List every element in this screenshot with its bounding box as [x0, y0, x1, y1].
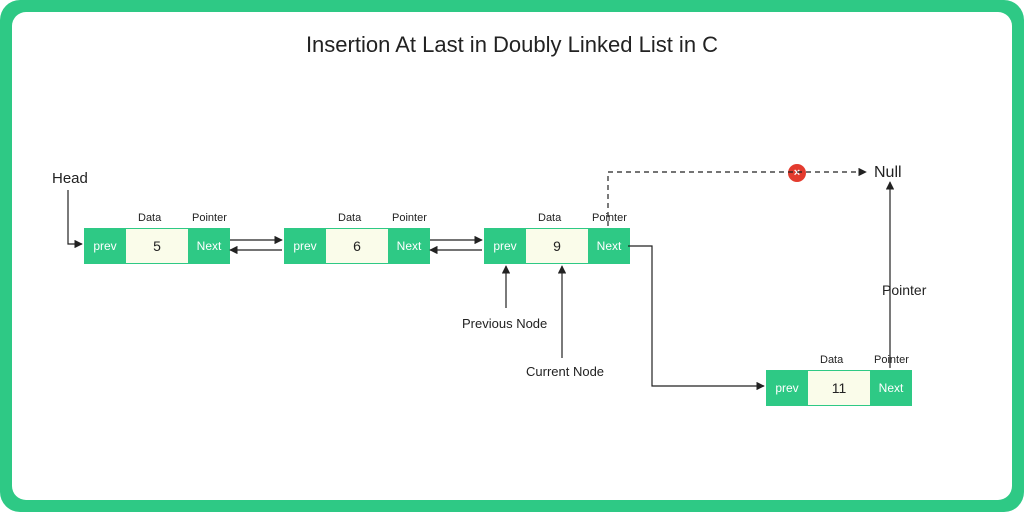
pointer-header: Pointer — [874, 354, 909, 366]
null-label: Null — [874, 164, 902, 182]
dll-node: Data Pointer prev 9 Next — [484, 228, 630, 264]
dll-node-new: Data Pointer prev 11 Next — [766, 370, 912, 406]
dll-node: Data Pointer prev 6 Next — [284, 228, 430, 264]
data-header: Data — [538, 212, 561, 224]
node-prev: prev — [84, 228, 126, 264]
node-prev: prev — [484, 228, 526, 264]
node-data: 6 — [326, 228, 388, 264]
data-header: Data — [820, 354, 843, 366]
node-data: 5 — [126, 228, 188, 264]
diagram-frame: Insertion At Last in Doubly Linked List … — [0, 0, 1024, 512]
node-prev: prev — [284, 228, 326, 264]
diagram-title: Insertion At Last in Doubly Linked List … — [12, 32, 1012, 58]
node-prev: prev — [766, 370, 808, 406]
broken-link-icon: × — [788, 164, 806, 182]
pointer-header: Pointer — [392, 212, 427, 224]
head-label: Head — [52, 170, 88, 187]
current-node-label: Current Node — [526, 364, 604, 379]
previous-node-label: Previous Node — [462, 316, 547, 331]
diagram-canvas: Insertion At Last in Doubly Linked List … — [12, 12, 1012, 500]
node-next: Next — [870, 370, 912, 406]
pointer-header: Pointer — [192, 212, 227, 224]
pointer-header: Pointer — [592, 212, 627, 224]
data-header: Data — [338, 212, 361, 224]
node-data: 11 — [808, 370, 870, 406]
node-data: 9 — [526, 228, 588, 264]
node-next: Next — [388, 228, 430, 264]
node-next: Next — [188, 228, 230, 264]
pointer-label: Pointer — [882, 282, 926, 298]
node-next: Next — [588, 228, 630, 264]
dll-node: Data Pointer prev 5 Next — [84, 228, 230, 264]
data-header: Data — [138, 212, 161, 224]
